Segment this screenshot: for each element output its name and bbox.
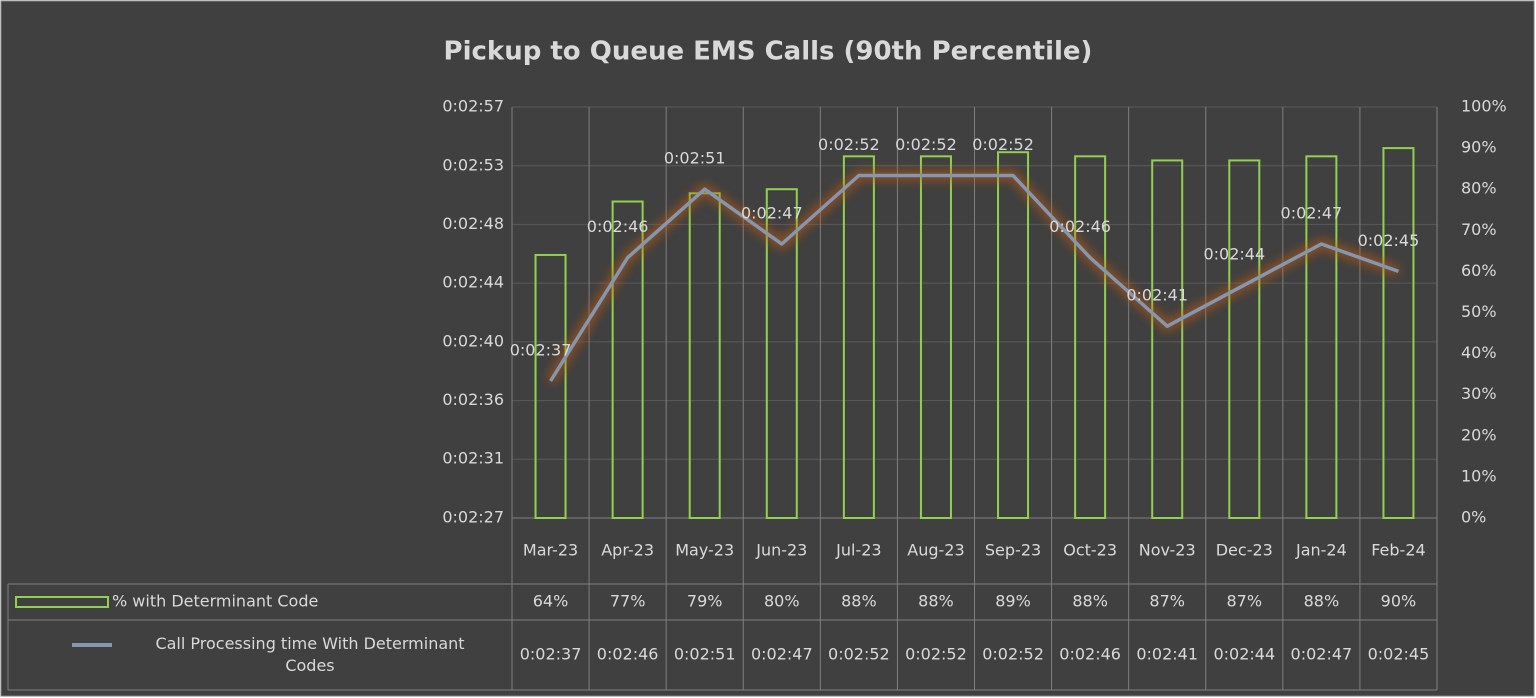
x-tick-label: Oct-23: [1063, 541, 1117, 560]
y-tick-label: 0:02:48: [442, 214, 504, 233]
data-label: 0:02:46: [1049, 217, 1111, 236]
y2-tick-label: 90%: [1461, 138, 1497, 157]
table-value: 0:02:41: [1136, 645, 1198, 664]
x-tick-label: Aug-23: [907, 541, 964, 560]
data-label: 0:02:44: [1203, 245, 1265, 264]
data-label: 0:02:51: [664, 149, 726, 168]
legend-label-line: Codes: [285, 656, 334, 675]
x-tick-label: Feb-24: [1371, 541, 1425, 560]
data-label: 0:02:52: [972, 135, 1034, 154]
x-tick-label: Dec-23: [1216, 541, 1273, 560]
line: [549, 173, 1400, 382]
y-tick-label: 0:02:31: [442, 449, 504, 468]
bar: [534, 253, 567, 520]
table-value: 64%: [533, 592, 569, 611]
x-tick-label: Mar-23: [523, 541, 578, 560]
legend-label: % with Determinant Code: [112, 592, 318, 611]
bar: [1074, 155, 1107, 519]
bar: [1382, 147, 1415, 519]
chart-title: Pickup to Queue EMS Calls (90th Percenti…: [444, 37, 1093, 67]
y2-tick-label: 100%: [1461, 97, 1507, 116]
table-value: 0:02:52: [828, 645, 890, 664]
bar: [1151, 159, 1184, 519]
data-label: 0:02:46: [587, 217, 649, 236]
y2-tick-label: 30%: [1461, 384, 1497, 403]
x-tick-label: Sep-23: [985, 541, 1041, 560]
y-tick-label: 0:02:44: [442, 273, 504, 292]
table-value: 90%: [1381, 592, 1417, 611]
data-label: 0:02:47: [741, 204, 803, 223]
y2-tick-label: 70%: [1461, 220, 1497, 239]
y2-tick-label: 80%: [1461, 179, 1497, 198]
data-label: 0:02:47: [1281, 204, 1343, 223]
y2-tick-label: 50%: [1461, 302, 1497, 321]
table-value: 0:02:46: [1059, 645, 1121, 664]
x-tick-label: Nov-23: [1139, 541, 1196, 560]
table-value: 87%: [1149, 592, 1185, 611]
bar: [765, 188, 798, 519]
y2-tick-label: 0%: [1461, 508, 1486, 527]
table-value: 79%: [687, 592, 723, 611]
table-value: 88%: [918, 592, 954, 611]
table-value: 87%: [1227, 592, 1263, 611]
y2-tick-label: 60%: [1461, 261, 1497, 280]
table-value: 0:02:51: [674, 645, 736, 664]
data-label: 0:02:45: [1358, 231, 1420, 250]
data-label: 0:02:52: [895, 135, 957, 154]
bar: [842, 155, 875, 519]
x-tick-label: Jul-23: [835, 541, 881, 560]
table-value: 0:02:45: [1368, 645, 1430, 664]
table-value: 0:02:47: [1291, 645, 1353, 664]
x-tick-label: May-23: [675, 541, 734, 560]
x-tick-label: Jan-24: [1295, 541, 1347, 560]
y-tick-label: 0:02:57: [442, 97, 504, 116]
table-value: 0:02:47: [751, 645, 813, 664]
legend-label-line: Call Processing time With Determinant: [155, 634, 464, 653]
y-tick-label: 0:02:53: [442, 155, 504, 174]
table-value: 88%: [841, 592, 877, 611]
legend-key: [15, 596, 109, 608]
x-tick-label: Jun-23: [755, 541, 807, 560]
table-value: 0:02:44: [1213, 645, 1275, 664]
bar: [611, 200, 644, 519]
table-value: 0:02:37: [520, 645, 582, 664]
y2-tick-label: 10%: [1461, 466, 1497, 485]
table-value: 80%: [764, 592, 800, 611]
data-label: 0:02:52: [818, 135, 880, 154]
table-value: 0:02:46: [597, 645, 659, 664]
table-value: 88%: [1304, 592, 1340, 611]
data-label: 0:02:41: [1126, 286, 1188, 305]
table-value: 88%: [1072, 592, 1108, 611]
data-label: 0:02:37: [510, 341, 572, 360]
bar: [997, 151, 1030, 520]
bar: [919, 155, 952, 519]
bar: [1228, 159, 1261, 519]
y2-tick-label: 20%: [1461, 425, 1497, 444]
table-value: 89%: [995, 592, 1031, 611]
bar: [1305, 155, 1338, 519]
table-value: 77%: [610, 592, 646, 611]
y-tick-label: 0:02:27: [442, 508, 504, 527]
y-tick-label: 0:02:40: [442, 331, 504, 350]
legend-label: Call Processing time With Determinant Cod…: [155, 634, 464, 675]
x-tick-label: Apr-23: [601, 541, 654, 560]
y2-tick-label: 40%: [1461, 343, 1497, 362]
table-value: 0:02:52: [905, 645, 967, 664]
table-value: 0:02:52: [982, 645, 1044, 664]
y-tick-label: 0:02:36: [442, 390, 504, 409]
